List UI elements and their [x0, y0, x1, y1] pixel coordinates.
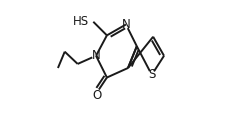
Text: N: N	[92, 49, 100, 62]
Text: O: O	[93, 89, 102, 102]
Text: HS: HS	[73, 15, 89, 28]
Text: N: N	[121, 18, 130, 31]
Text: S: S	[148, 68, 155, 81]
